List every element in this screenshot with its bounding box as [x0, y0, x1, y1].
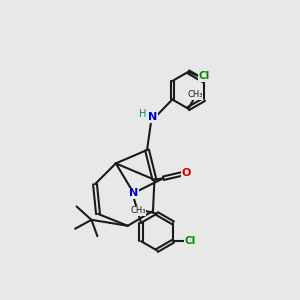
Text: N: N: [148, 112, 158, 122]
Text: N: N: [129, 188, 138, 198]
Text: H: H: [139, 109, 146, 119]
Text: Cl: Cl: [184, 236, 196, 246]
Text: O: O: [182, 168, 191, 178]
Text: CH₃: CH₃: [130, 206, 146, 215]
Text: CH₃: CH₃: [187, 90, 203, 99]
Text: Cl: Cl: [198, 71, 210, 81]
